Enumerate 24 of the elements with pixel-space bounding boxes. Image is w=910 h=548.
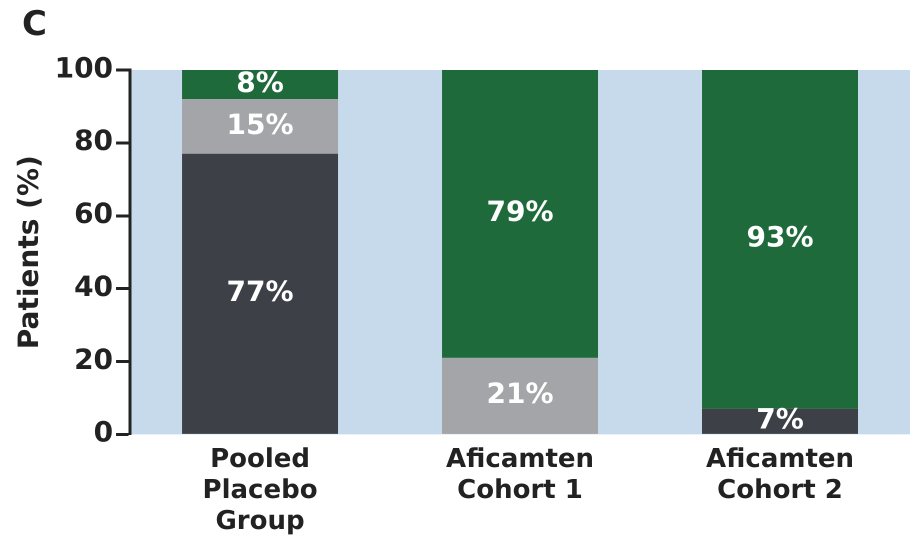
y-tick-label: 40 <box>74 270 114 303</box>
x-tick-label: Aficamten Cohort 1 <box>446 444 594 505</box>
y-tick-label: 100 <box>54 51 114 84</box>
y-tick-label: 60 <box>74 197 114 230</box>
data-label: 15% <box>226 108 294 141</box>
data-label: 77% <box>226 275 294 308</box>
bar <box>182 154 338 434</box>
bar <box>442 358 598 434</box>
data-label: 79% <box>486 195 554 228</box>
bar <box>182 99 338 154</box>
y-tick-label: 0 <box>94 416 114 449</box>
data-label: 93% <box>746 220 814 254</box>
x-tick-label: Aficamten Cohort 2 <box>706 444 854 505</box>
y-tick-label: 20 <box>74 342 114 376</box>
x-tick-label: Pooled Placebo Group <box>202 444 318 536</box>
bar <box>702 408 858 434</box>
bar <box>702 70 858 409</box>
y-tick-label: 80 <box>74 124 114 158</box>
data-label: 21% <box>486 377 554 410</box>
y-axis-title: Patients (%) <box>12 155 46 350</box>
chart-title: C <box>22 4 47 44</box>
data-label: 8% <box>236 66 284 99</box>
data-label: 7% <box>756 402 804 436</box>
bar <box>442 70 598 358</box>
